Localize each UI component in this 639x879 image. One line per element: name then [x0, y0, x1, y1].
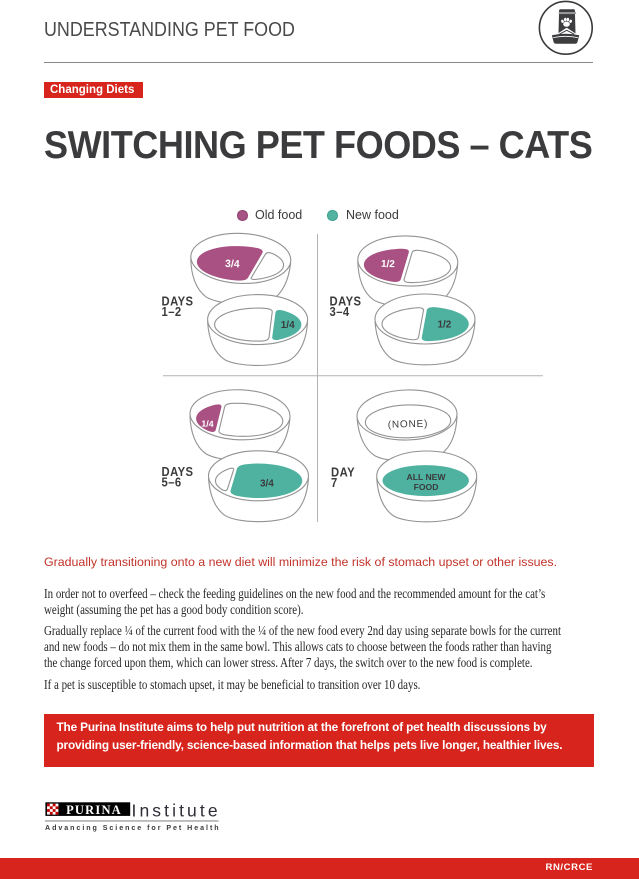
svg-text:ALL NEW: ALL NEW	[407, 472, 447, 482]
svg-text:DAY: DAY	[331, 465, 355, 480]
svg-text:3/4: 3/4	[225, 258, 240, 271]
svg-text:1/4: 1/4	[281, 320, 295, 331]
svg-text:DAYS: DAYS	[330, 294, 362, 309]
svg-text:7: 7	[331, 475, 338, 490]
svg-text:1/2: 1/2	[437, 319, 451, 330]
svg-text:Institute: Institute	[132, 801, 221, 821]
svg-text:1/4: 1/4	[201, 418, 214, 428]
svg-text:DAYS: DAYS	[162, 294, 194, 309]
svg-text:5–6: 5–6	[162, 475, 182, 490]
svg-text:3–4: 3–4	[330, 304, 350, 319]
svg-text:1/2: 1/2	[381, 259, 396, 270]
svg-text:3/4: 3/4	[260, 478, 274, 489]
svg-text:FOOD: FOOD	[414, 482, 439, 492]
svg-text:PURINA: PURINA	[66, 803, 122, 817]
svg-text:DAYS: DAYS	[162, 464, 194, 479]
svg-text:Advancing Science for Pet Heal: Advancing Science for Pet Health	[45, 824, 221, 832]
svg-text:1–2: 1–2	[162, 304, 182, 319]
svg-text:(NONE): (NONE)	[388, 419, 429, 431]
